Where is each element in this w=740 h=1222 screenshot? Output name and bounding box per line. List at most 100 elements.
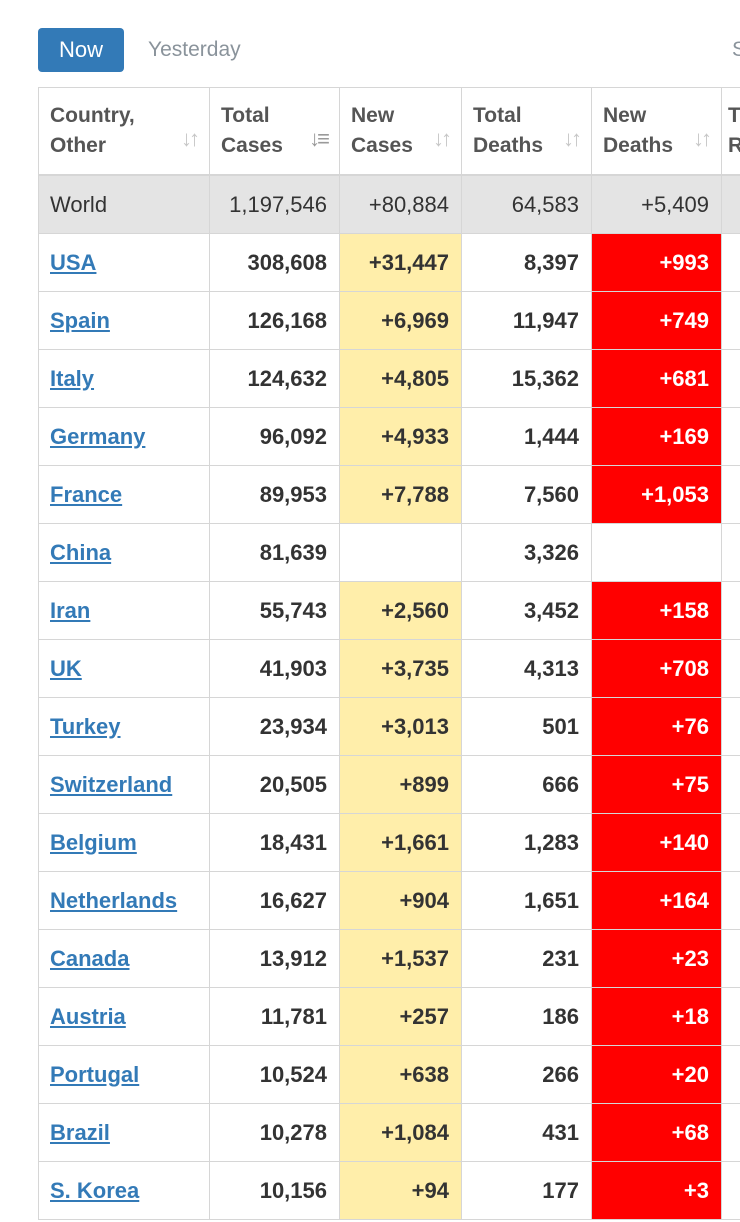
- total-deaths-cell: 186: [461, 987, 592, 1046]
- stats-table: Country, Other ↓↑ Total Cases ↓≡ New Cases …: [38, 87, 740, 1220]
- country-cell: Belgium: [38, 813, 210, 872]
- country-cell: Iran: [38, 581, 210, 640]
- new-cases-cell: +6,969: [339, 291, 462, 350]
- total-deaths-cell: 11,947: [461, 291, 592, 350]
- table-row: Belgium 18,431 +1,661 1,283 +140: [38, 813, 740, 872]
- truncated-cell: [721, 697, 740, 756]
- world-row: World 1,197,546 +80,884 64,583 +5,409: [38, 174, 740, 234]
- country-link[interactable]: Canada: [50, 945, 130, 971]
- country-cell: Spain: [38, 291, 210, 350]
- total-cases-cell: 10,524: [209, 1045, 340, 1104]
- country-link[interactable]: Portugal: [50, 1061, 140, 1087]
- country-cell: UK: [38, 639, 210, 698]
- country-link[interactable]: Brazil: [50, 1119, 110, 1145]
- header-total-deaths[interactable]: Total Deaths ↓↑: [461, 87, 592, 176]
- header-new-cases[interactable]: New Cases ↓↑: [339, 87, 462, 176]
- new-cases-cell: +638: [339, 1045, 462, 1104]
- truncated-cell: [721, 407, 740, 466]
- new-cases-cell: +3,013: [339, 697, 462, 756]
- country-link[interactable]: UK: [50, 655, 82, 681]
- total-cases-cell: 41,903: [209, 639, 340, 698]
- header-country[interactable]: Country, Other ↓↑: [38, 87, 210, 176]
- total-cases-cell: 18,431: [209, 813, 340, 872]
- new-deaths-cell: +23: [591, 929, 722, 988]
- truncated-cell: [721, 233, 740, 292]
- new-cases-cell: +1,537: [339, 929, 462, 988]
- truncated-cell: [721, 523, 740, 582]
- truncated-cell: [721, 465, 740, 524]
- country-cell: Netherlands: [38, 871, 210, 930]
- new-deaths-cell: +20: [591, 1045, 722, 1104]
- new-cases-cell: +257: [339, 987, 462, 1046]
- truncated-cell: [721, 349, 740, 408]
- country-cell: China: [38, 523, 210, 582]
- new-cases-cell: +1,661: [339, 813, 462, 872]
- country-cell: Italy: [38, 349, 210, 408]
- truncated-cell: [721, 987, 740, 1046]
- table-row: Portugal 10,524 +638 266 +20: [38, 1045, 740, 1104]
- truncated-cell: [721, 1103, 740, 1162]
- truncated-cell: [721, 581, 740, 640]
- new-deaths-cell: +681: [591, 349, 722, 408]
- header-new-deaths[interactable]: New Deaths ↓↑: [591, 87, 722, 176]
- new-cases-cell: +2,560: [339, 581, 462, 640]
- total-deaths-cell: 431: [461, 1103, 592, 1162]
- total-deaths-cell: 4,313: [461, 639, 592, 698]
- sort-active-icon[interactable]: ↓≡: [309, 126, 330, 151]
- total-cases-cell: 13,912: [209, 929, 340, 988]
- total-cases-cell: 55,743: [209, 581, 340, 640]
- tab-yesterday[interactable]: Yesterday: [148, 38, 241, 61]
- truncated-cell: [721, 929, 740, 988]
- new-deaths-cell: +75: [591, 755, 722, 814]
- country-cell: Germany: [38, 407, 210, 466]
- stats-table-container: Country, Other ↓↑ Total Cases ↓≡ New Cases …: [38, 87, 740, 1222]
- sort-arrows-icon[interactable]: ↓↑: [563, 126, 582, 151]
- truncated-cell: [721, 813, 740, 872]
- new-deaths-cell: +169: [591, 407, 722, 466]
- country-link[interactable]: S. Korea: [50, 1177, 140, 1203]
- new-deaths-cell: +1,053: [591, 465, 722, 524]
- tab-now[interactable]: Now: [38, 28, 124, 72]
- table-row: China 81,639 3,326: [38, 523, 740, 582]
- country-link[interactable]: China: [50, 539, 112, 565]
- sort-arrows-icon[interactable]: ↓↑: [693, 126, 712, 151]
- truncated-cell: [721, 639, 740, 698]
- table-row: Netherlands 16,627 +904 1,651 +164: [38, 871, 740, 930]
- total-cases-cell: 89,953: [209, 465, 340, 524]
- country-link[interactable]: Iran: [50, 597, 91, 623]
- table-row: Brazil 10,278 +1,084 431 +68: [38, 1103, 740, 1162]
- country-link[interactable]: Spain: [50, 307, 110, 333]
- country-cell: USA: [38, 233, 210, 292]
- world-new-cases: +80,884: [339, 174, 462, 234]
- header-truncated[interactable]: TR: [721, 87, 740, 176]
- new-cases-cell: +4,805: [339, 349, 462, 408]
- new-deaths-cell: +749: [591, 291, 722, 350]
- world-new-deaths: +5,409: [591, 174, 722, 234]
- table-row: S. Korea 10,156 +94 177 +3: [38, 1161, 740, 1220]
- new-deaths-cell: +68: [591, 1103, 722, 1162]
- total-deaths-cell: 3,326: [461, 523, 592, 582]
- country-link[interactable]: Turkey: [50, 713, 121, 739]
- tab-truncated[interactable]: S: [732, 38, 740, 61]
- truncated-cell: [721, 1045, 740, 1104]
- new-deaths-cell: +158: [591, 581, 722, 640]
- country-link[interactable]: Italy: [50, 365, 95, 391]
- sort-arrows-icon[interactable]: ↓↑: [181, 126, 200, 151]
- header-total-cases[interactable]: Total Cases ↓≡: [209, 87, 340, 176]
- table-row: Switzerland 20,505 +899 666 +75: [38, 755, 740, 814]
- new-deaths-cell: +3: [591, 1161, 722, 1220]
- country-link[interactable]: Belgium: [50, 829, 137, 855]
- country-link[interactable]: Netherlands: [50, 887, 178, 913]
- country-cell: Canada: [38, 929, 210, 988]
- world-total-cases: 1,197,546: [209, 174, 340, 234]
- total-cases-cell: 20,505: [209, 755, 340, 814]
- country-link[interactable]: Switzerland: [50, 771, 173, 797]
- country-link[interactable]: USA: [50, 249, 97, 275]
- country-link[interactable]: Germany: [50, 423, 146, 449]
- sort-arrows-icon[interactable]: ↓↑: [433, 126, 452, 151]
- world-total-deaths: 64,583: [461, 174, 592, 234]
- country-link[interactable]: Austria: [50, 1003, 126, 1029]
- table-row: Germany 96,092 +4,933 1,444 +169: [38, 407, 740, 466]
- country-cell: Switzerland: [38, 755, 210, 814]
- country-link[interactable]: France: [50, 481, 123, 507]
